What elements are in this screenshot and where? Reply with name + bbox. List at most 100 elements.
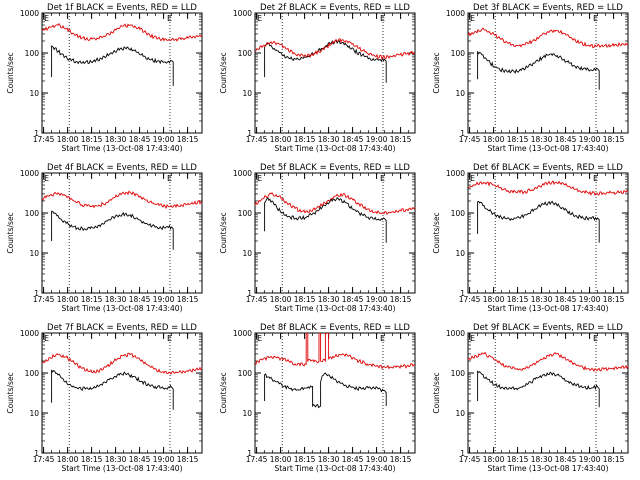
y-tick-label: 1 (34, 289, 39, 298)
x-tick-label: 18:15 (177, 135, 199, 144)
x-tick-label: 18:15 (390, 135, 412, 144)
x-tick-label: 18:15 (294, 455, 316, 464)
y-tick-label: 100 (25, 49, 40, 58)
y-axis-label: Counts/sec (6, 372, 15, 413)
y-tick-label: 1000 (20, 329, 39, 338)
plot-frame (254, 12, 416, 134)
event-marker-label: E (470, 334, 475, 343)
x-tick-label: 18:45 (555, 295, 577, 304)
event-marker-label: E (380, 334, 385, 343)
event-marker-label: E (44, 174, 49, 183)
plot-frame (467, 12, 629, 134)
x-tick-label: 19:00 (366, 295, 388, 304)
event-marker-label: E (257, 14, 262, 23)
y-axis-label: Counts/sec (219, 52, 228, 93)
detector-chart: Det 8f BLACK = Events, RED = LLD 1 10 100 10… (219, 323, 416, 473)
x-tick-label: 17:45 (246, 135, 268, 144)
x-tick-label: 17:45 (33, 455, 55, 464)
chart-title: Det 6f BLACK = Events, RED = LLD (473, 163, 623, 173)
detector-chart: Det 1f BLACK = Events, RED = LLD 1 10 100 10… (6, 3, 203, 153)
x-tick-label: 18:45 (342, 295, 364, 304)
lld-series-line (255, 333, 415, 370)
x-tick-label: 18:15 (507, 295, 529, 304)
detector-chart: Det 6f BLACK = Events, RED = LLD 1 10 100 10… (432, 163, 629, 313)
event-marker-label: E (167, 14, 172, 23)
x-tick-label: 18:30 (531, 135, 553, 144)
y-tick-label: 1000 (233, 169, 252, 178)
lld-series-line (255, 38, 415, 60)
detector-chart: Det 5f BLACK = Events, RED = LLD 1 10 100 10… (219, 163, 416, 313)
events-series-line (477, 51, 600, 90)
plot-frame (467, 332, 629, 454)
y-tick-label: 1000 (20, 169, 39, 178)
x-tick-label: 18:30 (531, 295, 553, 304)
x-tick-label: 18:00 (483, 455, 505, 464)
y-tick-label: 100 (25, 369, 40, 378)
y-axis-label: Counts/sec (6, 212, 15, 253)
event-marker-label: E (380, 14, 385, 23)
event-marker-label: E (470, 174, 475, 183)
plot-frame (254, 332, 416, 454)
y-axis-label: Counts/sec (432, 212, 441, 253)
x-axis-label: Start Time (13-Oct-08 17:43:40) (487, 304, 608, 313)
x-tick-label: 18:45 (555, 455, 577, 464)
x-axis-label: Start Time (13-Oct-08 17:43:40) (274, 464, 395, 473)
x-tick-label: 18:15 (603, 295, 625, 304)
x-tick-label: 18:15 (294, 295, 316, 304)
x-tick-label: 18:00 (483, 295, 505, 304)
y-axis-label: Counts/sec (6, 52, 15, 93)
y-tick-label: 100 (238, 369, 253, 378)
chart-title: Det 4f BLACK = Events, RED = LLD (47, 163, 197, 173)
events-series-line (51, 45, 174, 86)
y-tick-label: 10 (29, 89, 39, 98)
x-tick-label: 18:15 (507, 455, 529, 464)
x-tick-label: 18:30 (105, 295, 127, 304)
y-tick-label: 10 (242, 409, 252, 418)
y-tick-label: 100 (238, 209, 253, 218)
x-tick-label: 17:45 (459, 295, 481, 304)
plot-frame (41, 12, 203, 134)
y-tick-label: 10 (455, 409, 465, 418)
x-tick-label: 18:30 (318, 135, 340, 144)
y-tick-label: 100 (451, 49, 466, 58)
y-tick-label: 1 (460, 289, 465, 298)
x-tick-label: 18:45 (342, 455, 364, 464)
x-tick-label: 18:15 (177, 295, 199, 304)
y-tick-label: 1 (34, 449, 39, 458)
event-marker-label: E (470, 14, 475, 23)
x-tick-label: 18:45 (129, 295, 151, 304)
detector-chart: Det 9f BLACK = Events, RED = LLD 1 10 100 10… (432, 323, 629, 473)
detector-panel: Det 3f BLACK = Events, RED = LLD 1 10 100 10… (426, 0, 639, 160)
x-tick-label: 19:00 (366, 455, 388, 464)
x-tick-label: 19:00 (153, 455, 175, 464)
x-tick-label: 18:15 (603, 135, 625, 144)
y-tick-label: 1 (460, 129, 465, 138)
chart-title: Det 9f BLACK = Events, RED = LLD (473, 323, 623, 333)
x-tick-label: 19:00 (153, 135, 175, 144)
plot-frame (467, 172, 629, 294)
x-tick-label: 18:45 (129, 135, 151, 144)
y-tick-label: 1 (247, 289, 252, 298)
y-tick-label: 1 (460, 449, 465, 458)
x-axis-label: Start Time (13-Oct-08 17:43:40) (61, 144, 182, 153)
chart-title: Det 2f BLACK = Events, RED = LLD (260, 3, 410, 13)
event-marker-label: E (167, 334, 172, 343)
x-tick-label: 17:45 (246, 455, 268, 464)
event-marker-label: E (593, 334, 598, 343)
detector-chart: Det 3f BLACK = Events, RED = LLD 1 10 100 10… (432, 3, 629, 153)
chart-title: Det 5f BLACK = Events, RED = LLD (260, 163, 410, 173)
x-tick-label: 19:00 (366, 135, 388, 144)
detector-panel: Det 1f BLACK = Events, RED = LLD 1 10 100 10… (0, 0, 213, 160)
lld-series-line (42, 352, 202, 375)
y-axis-label: Counts/sec (432, 372, 441, 413)
chart-title: Det 3f BLACK = Events, RED = LLD (473, 3, 623, 13)
y-tick-label: 1 (247, 449, 252, 458)
events-series-line (477, 370, 600, 408)
x-tick-label: 19:00 (579, 455, 601, 464)
x-tick-label: 19:00 (579, 135, 601, 144)
detector-chart: Det 4f BLACK = Events, RED = LLD 1 10 100 10… (6, 163, 203, 313)
plot-frame (41, 172, 203, 294)
y-tick-label: 1 (34, 129, 39, 138)
x-tick-label: 18:00 (270, 135, 292, 144)
x-tick-label: 17:45 (33, 295, 55, 304)
